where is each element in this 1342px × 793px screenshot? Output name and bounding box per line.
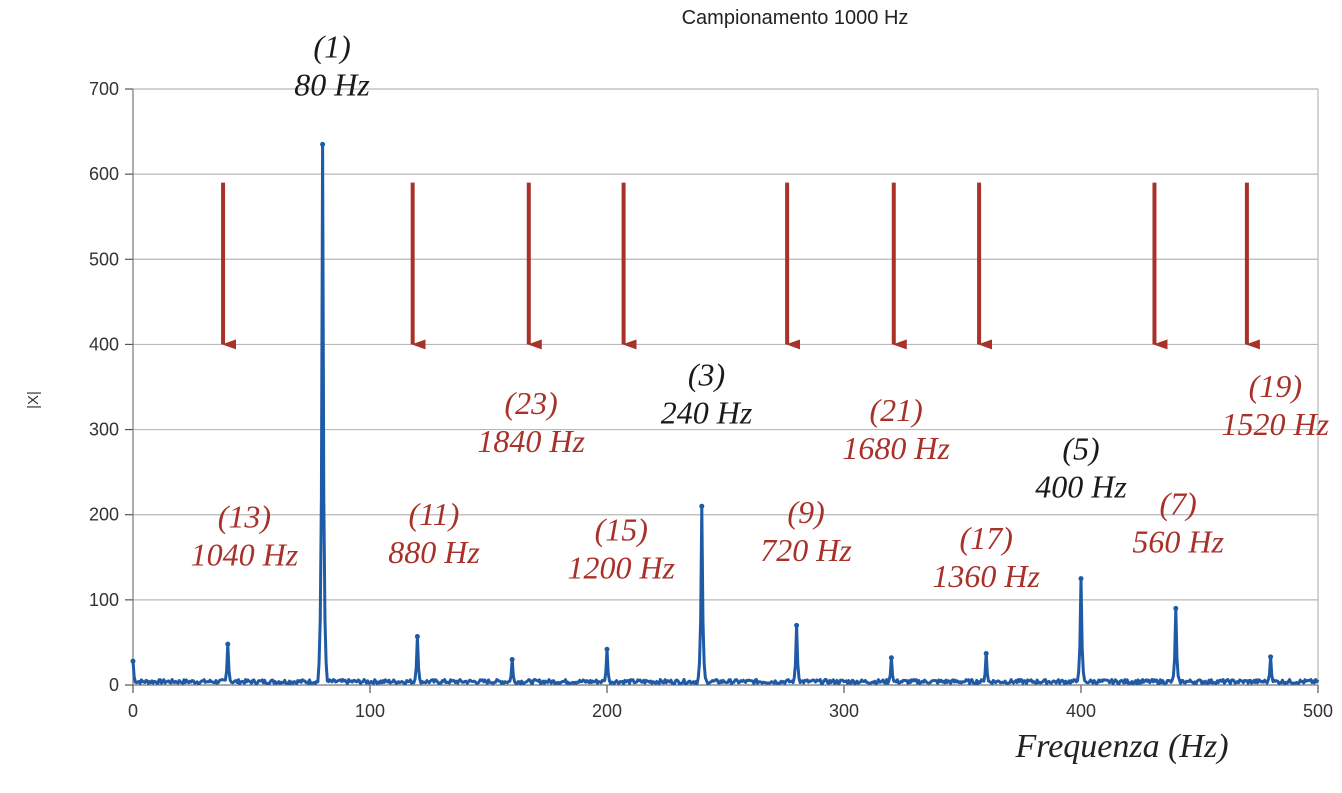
- y-tick-label: 200: [89, 505, 119, 525]
- spectrum-peak-point: [225, 641, 231, 647]
- spectrum-peak-point: [414, 633, 420, 639]
- harmonic-order-label: (9): [787, 494, 824, 530]
- harmonic-frequency-label: 1680 Hz: [842, 430, 950, 466]
- harmonic-order-label: (23): [505, 385, 558, 421]
- spectrum-series: [130, 141, 1320, 686]
- chart-title: Campionamento 1000 Hz: [682, 7, 909, 29]
- x-tick-label: 200: [592, 701, 622, 721]
- spectrum-peak-point: [130, 658, 136, 664]
- y-tick-label: 700: [89, 79, 119, 99]
- harmonic-frequency-label: 1040 Hz: [191, 536, 299, 572]
- x-tick-label: 400: [1066, 701, 1096, 721]
- alias-arrows: [221, 182, 1260, 350]
- spectrum-peak-point: [699, 503, 705, 509]
- harmonic-order-label: (21): [869, 392, 922, 428]
- harmonic-frequency-label: 880 Hz: [388, 534, 480, 570]
- harmonic-order-label: (13): [218, 498, 271, 534]
- y-tick-label: 300: [89, 420, 119, 440]
- harmonic-frequency-label: 400 Hz: [1035, 468, 1127, 504]
- spectrum-peak-point: [604, 646, 610, 652]
- axes: [125, 88, 1319, 693]
- x-axis-label: Frequenza (Hz): [1014, 728, 1228, 765]
- harmonic-frequency-label: 560 Hz: [1132, 524, 1224, 560]
- harmonic-order-label: (5): [1062, 430, 1099, 466]
- x-tick-labels: 0 100 200 300 400 500: [128, 701, 1333, 721]
- y-tick-label: 500: [89, 249, 119, 269]
- y-tick-labels: 0 100 200 300 400 500 600 700: [89, 79, 119, 695]
- harmonic-order-label: (11): [409, 496, 460, 532]
- harmonic-order-label: (3): [688, 356, 725, 392]
- spectrum-peak-point: [1268, 654, 1274, 660]
- harmonic-frequency-label: 1200 Hz: [567, 549, 675, 585]
- harmonic-order-label: (7): [1160, 486, 1197, 522]
- harmonic-order-label: (15): [595, 511, 648, 547]
- harmonic-order-label: (19): [1249, 368, 1302, 404]
- harmonic-order-label: (1): [313, 28, 350, 64]
- y-tick-label: 100: [89, 590, 119, 610]
- harmonic-frequency-label: 1840 Hz: [477, 423, 585, 459]
- harmonic-frequency-label: 720 Hz: [760, 532, 852, 568]
- harmonic-frequency-label: 1360 Hz: [932, 558, 1040, 594]
- x-tick-label: 300: [829, 701, 859, 721]
- x-tick-label: 0: [128, 701, 138, 721]
- harmonic-annotations: (1)80 Hz (3)240 Hz (5)400 Hz (13)1040 Hz (11…: [191, 28, 1330, 593]
- harmonic-frequency-label: 1520 Hz: [1222, 406, 1330, 442]
- harmonic-frequency-label: 240 Hz: [661, 394, 753, 430]
- spectrum-peak-point: [794, 622, 800, 628]
- grid-lines: [133, 88, 1318, 601]
- y-tick-label: 600: [89, 164, 119, 184]
- harmonic-order-label: (17): [960, 520, 1013, 556]
- x-tick-label: 100: [355, 701, 385, 721]
- spectrum-peak-point: [320, 141, 326, 147]
- harmonic-frequency-label: 80 Hz: [294, 66, 370, 102]
- y-tick-label: 0: [109, 675, 119, 695]
- spectrum-peak-point: [888, 655, 894, 661]
- spectrum-line: [131, 142, 1320, 686]
- y-axis-label: |X|: [25, 391, 42, 409]
- spectrum-peak-point: [1078, 576, 1084, 582]
- y-tick-label: 400: [89, 334, 119, 354]
- spectrum-peak-point: [509, 656, 515, 662]
- spectrum-peak-point: [1173, 605, 1179, 611]
- x-tick-label: 500: [1303, 701, 1333, 721]
- spectrum-peak-point: [983, 650, 989, 656]
